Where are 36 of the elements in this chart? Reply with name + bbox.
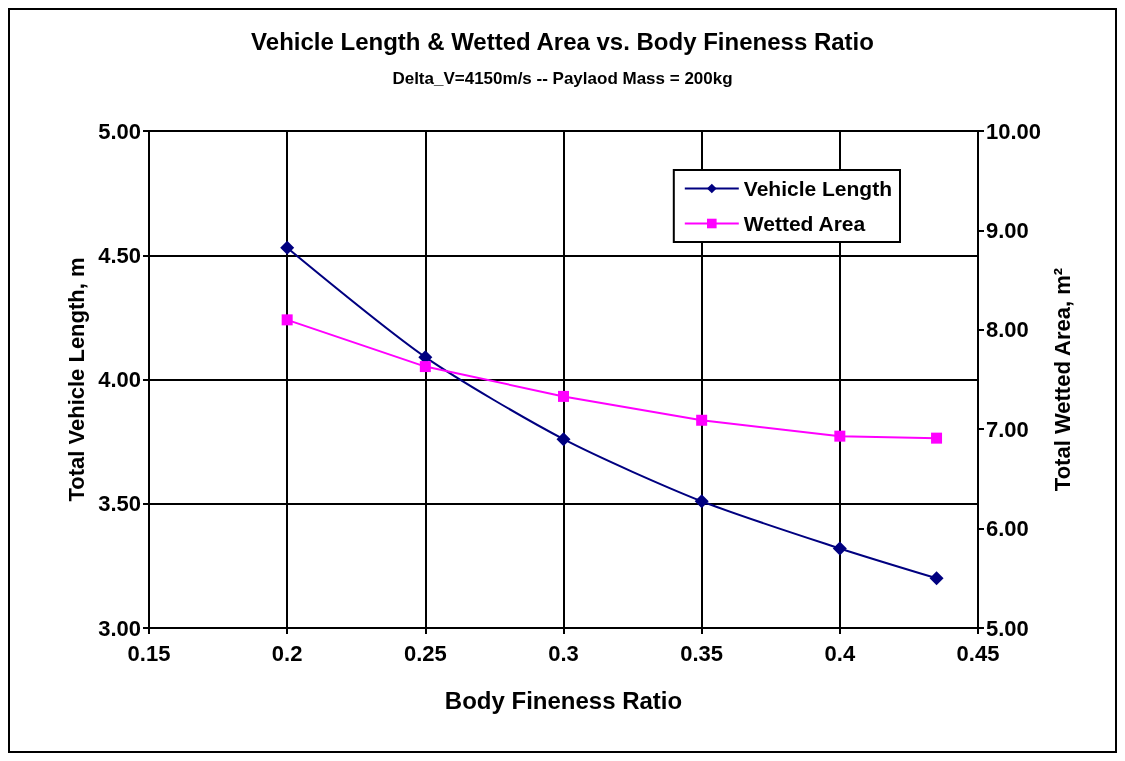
y2-axis-title: Total Wetted Area, m² — [1050, 267, 1076, 492]
y-tick-label: 4.50 — [98, 242, 141, 268]
y2-tick-label: 10.00 — [986, 118, 1042, 144]
y2-tick-label: 6.00 — [986, 516, 1029, 542]
x-tick-label: 0.35 — [680, 640, 724, 666]
chart-subtitle: Delta_V=4150m/s -- Paylaod Mass = 200kg — [392, 69, 733, 88]
y2-tick-label: 8.00 — [986, 317, 1029, 343]
x-tick-label: 0.3 — [548, 640, 579, 666]
point — [929, 571, 944, 586]
x-tick-label: 0.4 — [824, 640, 856, 666]
y-tick-label: 3.50 — [98, 491, 141, 517]
point — [419, 361, 431, 373]
y2-tick-label: 9.00 — [986, 217, 1029, 243]
x-tick-label: 0.45 — [956, 640, 1000, 666]
point — [280, 240, 295, 255]
point — [558, 390, 569, 402]
y2-tick-label: 7.00 — [986, 416, 1029, 442]
y2-tick-label: 5.00 — [986, 615, 1029, 641]
x-tick-label: 0.15 — [127, 640, 171, 666]
x-axis-title: Body Fineness Ratio — [444, 686, 683, 714]
x-tick-label: 0.2 — [271, 640, 303, 666]
legend-label: Wetted Area — [743, 212, 866, 235]
point — [281, 314, 293, 326]
point — [834, 430, 846, 442]
legend-label: Vehicle Length — [743, 177, 892, 200]
point — [556, 432, 571, 447]
x-tick-label: 0.25 — [403, 640, 447, 666]
y-tick-label: 4.00 — [98, 367, 141, 392]
y-tick-label: 3.00 — [98, 615, 141, 641]
chart-title: Vehicle Length & Wetted Area vs. Body Fineness Ratio — [251, 27, 874, 55]
y-axis-title: Total Vehicle Length, m — [63, 257, 89, 502]
y-tick-label: 5.00 — [98, 118, 141, 144]
point — [931, 432, 943, 444]
point — [694, 494, 709, 509]
point — [832, 541, 847, 556]
point — [696, 414, 708, 426]
